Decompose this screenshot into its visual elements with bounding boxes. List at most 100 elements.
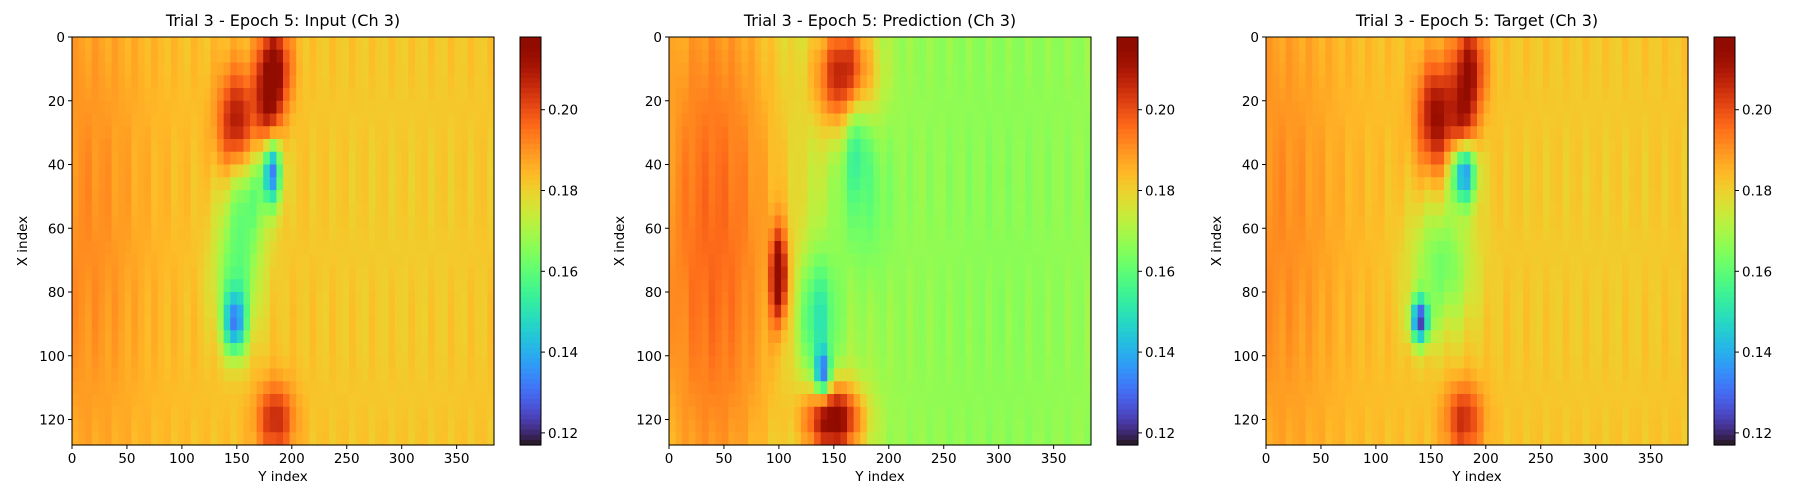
heatmap-cell: [840, 266, 848, 280]
heatmap-cell: [137, 406, 146, 421]
heatmap-cell: [860, 75, 868, 89]
x-tick-label: 0: [665, 451, 674, 467]
heatmap-cell: [276, 304, 284, 319]
heatmap-cell: [78, 37, 86, 51]
heatmap-cell: [1556, 37, 1564, 51]
heatmap-cell: [880, 330, 888, 344]
heatmap-cell: [860, 406, 868, 421]
heatmap-cell: [137, 304, 146, 319]
colorbar-frame: [1116, 36, 1139, 446]
heatmap-cell: [170, 406, 179, 421]
heatmap-cell: [1490, 37, 1498, 51]
heatmap-cell: [741, 266, 749, 280]
heatmap-cell: [1031, 368, 1039, 382]
heatmap-cell: [124, 432, 132, 446]
heatmap-cell: [1005, 343, 1013, 357]
heatmap-cell: [840, 113, 848, 127]
heatmap-cell: [945, 75, 954, 89]
heatmap-cell: [223, 126, 231, 140]
heatmap-cell: [1058, 139, 1066, 153]
heatmap-cell: [1364, 126, 1373, 140]
heatmap-cell: [480, 228, 488, 242]
heatmap-cell: [1582, 49, 1590, 64]
heatmap-cell: [1345, 49, 1353, 64]
heatmap-cell: [302, 279, 310, 293]
heatmap-cell: [734, 126, 743, 140]
heatmap-cell: [111, 241, 119, 255]
heatmap-cell: [124, 253, 132, 268]
heatmap-cell: [1272, 75, 1280, 89]
heatmap-cell: [118, 164, 126, 178]
heatmap-cell: [421, 164, 429, 178]
heatmap-cell: [741, 139, 749, 153]
heatmap-cell: [972, 190, 980, 204]
heatmap-cell: [1562, 126, 1570, 140]
heatmap-cell: [972, 62, 980, 76]
heatmap-cell: [1285, 37, 1293, 51]
heatmap-cell: [708, 126, 716, 140]
heatmap-cell: [761, 419, 769, 433]
heatmap-cell: [454, 355, 462, 370]
heatmap-cell: [827, 432, 835, 446]
heatmap-cell: [1628, 113, 1636, 127]
heatmap-cell: [728, 202, 736, 217]
heatmap-cell: [1279, 100, 1287, 115]
heatmap-cell: [335, 381, 343, 395]
heatmap-cell: [708, 266, 716, 280]
heatmap-cell: [190, 228, 198, 242]
heatmap-cell: [1077, 317, 1085, 331]
heatmap-cell: [1404, 151, 1412, 166]
heatmap-cell: [1292, 62, 1300, 76]
colorbar-step: [1117, 215, 1138, 222]
heatmap-cell: [774, 151, 782, 166]
heatmap-cell: [447, 100, 456, 115]
heatmap-cell: [342, 151, 350, 166]
colorbar-step: [1117, 210, 1138, 217]
heatmap-cell: [335, 241, 343, 255]
heatmap-cell: [322, 75, 330, 89]
heatmap-cell: [1272, 37, 1280, 51]
heatmap-cell: [434, 279, 442, 293]
heatmap-cell: [1661, 88, 1669, 102]
heatmap-cell: [800, 215, 809, 229]
colorbar-step: [1117, 286, 1138, 293]
heatmap-cell: [1668, 100, 1676, 115]
heatmap-cell: [820, 292, 828, 306]
colorbar-step: [1117, 72, 1138, 79]
heatmap-cell: [441, 88, 449, 102]
heatmap-cell: [794, 432, 802, 446]
heatmap-cell: [381, 139, 390, 153]
heatmap-cell: [124, 368, 132, 382]
heatmap-cell: [734, 164, 743, 178]
heatmap-cell: [919, 228, 927, 242]
heatmap-cell: [177, 330, 185, 344]
colorbar-step: [520, 93, 541, 99]
colorbar-step: [1117, 144, 1138, 150]
heatmap-cell: [230, 368, 238, 382]
heatmap-cell: [223, 406, 231, 421]
heatmap-cell: [1071, 202, 1079, 217]
heatmap-cell: [1044, 164, 1053, 178]
heatmap-cell: [85, 113, 93, 127]
heatmap-cell: [1542, 62, 1551, 76]
heatmap-cell: [1444, 139, 1452, 153]
y-tick-label: 120: [39, 413, 65, 429]
heatmap-cell: [1025, 381, 1033, 395]
heatmap-cell: [283, 37, 291, 51]
heatmap-cell: [748, 368, 756, 382]
heatmap-cell: [939, 355, 947, 370]
heatmap-cell: [381, 432, 390, 446]
heatmap-cell: [912, 139, 921, 153]
heatmap-cell: [794, 190, 802, 204]
heatmap-cell: [1005, 113, 1013, 127]
heatmap-cell: [886, 164, 894, 178]
heatmap-cell: [774, 177, 782, 191]
heatmap-cell: [998, 419, 1006, 433]
heatmap-cell: [959, 88, 967, 102]
colorbar-step: [1117, 88, 1138, 94]
colorbar-step: [1117, 414, 1138, 421]
heatmap-cell: [1292, 139, 1300, 153]
heatmap-cell: [1331, 100, 1340, 115]
heatmap-cell: [263, 113, 271, 127]
heatmap-cell: [748, 266, 756, 280]
